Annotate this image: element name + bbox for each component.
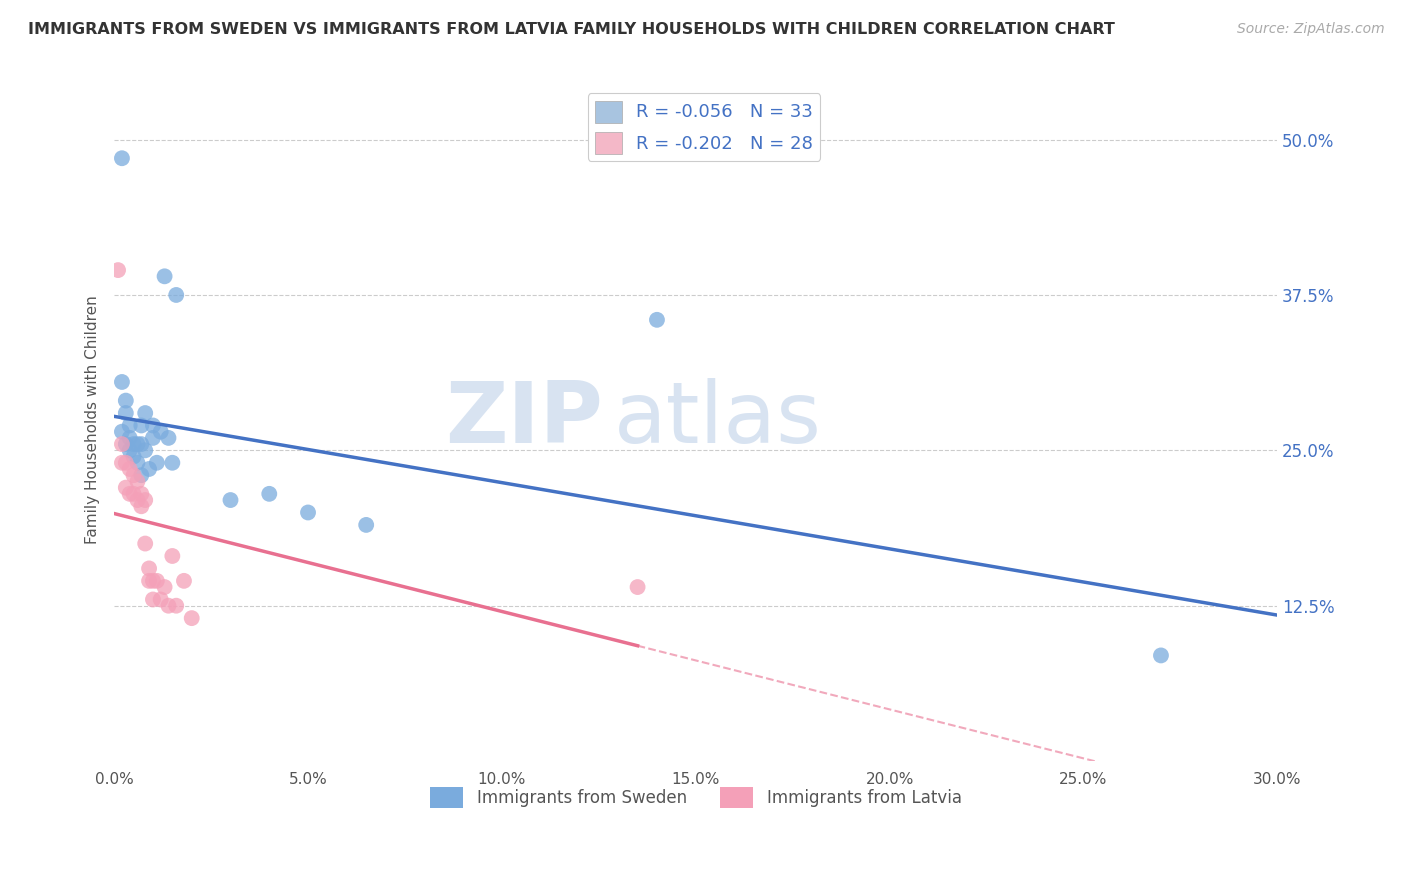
Point	[165, 599, 187, 613]
Point	[131, 487, 153, 501]
Point	[114, 406, 136, 420]
Point	[118, 462, 141, 476]
Point	[219, 493, 242, 508]
Point	[127, 437, 149, 451]
Point	[122, 450, 145, 464]
Point	[111, 151, 134, 165]
Point	[131, 437, 153, 451]
Point	[142, 592, 165, 607]
Point	[114, 456, 136, 470]
Point	[131, 418, 153, 433]
Point	[114, 437, 136, 451]
Point	[118, 443, 141, 458]
Point	[111, 425, 134, 439]
Point	[142, 418, 165, 433]
Point	[162, 456, 184, 470]
Point	[153, 269, 176, 284]
Point	[149, 592, 172, 607]
Point	[111, 456, 134, 470]
Point	[142, 574, 165, 588]
Point	[138, 574, 160, 588]
Point	[146, 456, 169, 470]
Point	[134, 493, 156, 508]
Point	[127, 475, 149, 489]
Point	[138, 561, 160, 575]
Text: IMMIGRANTS FROM SWEDEN VS IMMIGRANTS FROM LATVIA FAMILY HOUSEHOLDS WITH CHILDREN: IMMIGRANTS FROM SWEDEN VS IMMIGRANTS FRO…	[28, 22, 1115, 37]
Point	[114, 393, 136, 408]
Point	[1150, 648, 1173, 663]
Point	[138, 462, 160, 476]
Point	[118, 487, 141, 501]
Point	[354, 517, 377, 532]
Point	[173, 574, 195, 588]
Legend: Immigrants from Sweden, Immigrants from Latvia: Immigrants from Sweden, Immigrants from …	[423, 780, 969, 814]
Point	[149, 425, 172, 439]
Point	[165, 288, 187, 302]
Point	[134, 406, 156, 420]
Point	[111, 375, 134, 389]
Text: ZIP: ZIP	[444, 377, 603, 461]
Point	[162, 549, 184, 563]
Point	[134, 536, 156, 550]
Point	[157, 431, 180, 445]
Point	[118, 431, 141, 445]
Point	[153, 580, 176, 594]
Point	[157, 599, 180, 613]
Point	[259, 487, 281, 501]
Point	[122, 468, 145, 483]
Point	[146, 574, 169, 588]
Text: Source: ZipAtlas.com: Source: ZipAtlas.com	[1237, 22, 1385, 37]
Point	[297, 506, 319, 520]
Point	[134, 443, 156, 458]
Point	[127, 456, 149, 470]
Point	[127, 493, 149, 508]
Point	[111, 437, 134, 451]
Point	[180, 611, 202, 625]
Point	[142, 431, 165, 445]
Point	[114, 481, 136, 495]
Point	[118, 418, 141, 433]
Point	[107, 263, 129, 277]
Text: atlas: atlas	[614, 377, 823, 461]
Point	[122, 487, 145, 501]
Point	[131, 500, 153, 514]
Point	[645, 313, 668, 327]
Y-axis label: Family Households with Children: Family Households with Children	[86, 295, 100, 543]
Point	[122, 437, 145, 451]
Point	[131, 468, 153, 483]
Point	[626, 580, 648, 594]
